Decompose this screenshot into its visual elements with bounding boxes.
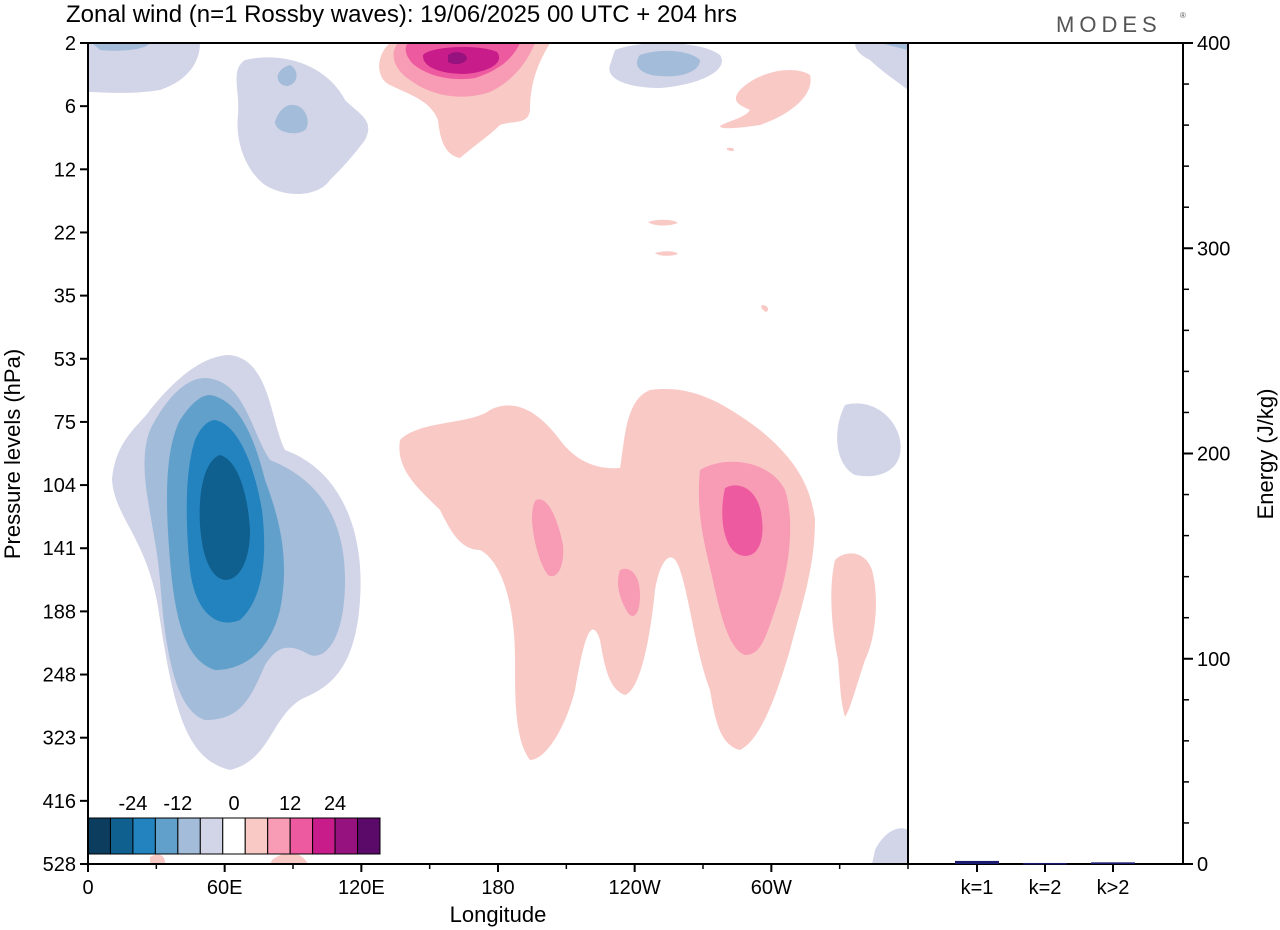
energy-tick-label: 100 — [1197, 649, 1230, 671]
contour-region — [92, 43, 150, 51]
colorbar-tick-label: -24 — [118, 793, 147, 815]
y-tick-label: 141 — [43, 538, 76, 560]
colorbar-swatch — [154, 817, 179, 855]
y-tick-label: 6 — [65, 96, 76, 118]
y-tick-label: 53 — [54, 349, 76, 371]
y-tick-label: 35 — [54, 286, 76, 308]
colorbar-swatch — [334, 817, 359, 855]
x-axis-label: Longitude — [450, 902, 547, 927]
colorbar-swatch — [357, 817, 381, 855]
y-tick-label: 528 — [43, 854, 76, 876]
contour-layer — [88, 43, 908, 864]
colorbar-swatch — [312, 817, 336, 855]
colorbar-swatch — [132, 817, 156, 855]
colorbar: -24 -12 0 12 24 — [87, 793, 381, 855]
contour-region — [722, 485, 763, 556]
colorbar-tick-label: -12 — [163, 793, 192, 815]
contour-region — [199, 455, 250, 580]
y-tick-label: 22 — [54, 222, 76, 244]
colorbar-swatch — [87, 817, 111, 855]
contour-region — [277, 65, 297, 86]
contour-region — [855, 43, 908, 90]
longitude-axis: 0 60E 120E 180 120W 60W — [82, 864, 909, 899]
x-tick-label: 60E — [207, 877, 243, 899]
contour-region — [270, 852, 308, 864]
y-tick-label: 416 — [43, 791, 76, 813]
colorbar-swatch — [289, 817, 314, 855]
y-tick-label: 248 — [43, 665, 76, 687]
brand-logo: MODES — [1056, 12, 1162, 37]
y-tick-label: 75 — [54, 412, 76, 434]
x-tick-label: 120W — [609, 877, 661, 899]
y-tick-label: 12 — [54, 159, 76, 181]
x-tick-label: 0 — [82, 877, 93, 899]
energy-tick-label: 0 — [1197, 854, 1208, 876]
colorbar-swatch — [199, 817, 224, 855]
contour-region — [831, 553, 876, 717]
colorbar-swatch — [222, 817, 246, 855]
energy-bars: k=1 k=2 k>2 — [955, 860, 1135, 899]
contour-region — [720, 70, 811, 129]
x-tick-label: 120E — [338, 877, 385, 899]
contour-region — [617, 568, 640, 616]
colorbar-swatch — [177, 817, 201, 855]
energy-category-label: k>2 — [1097, 877, 1130, 899]
colorbar-tick-label: 12 — [279, 793, 301, 815]
contour-region — [837, 403, 901, 477]
colorbar-swatch — [267, 817, 291, 855]
colorbar-swatch — [244, 817, 269, 855]
x-tick-label: 60W — [751, 877, 792, 899]
contour-region — [532, 499, 564, 577]
colorbar-tick-label: 0 — [228, 793, 239, 815]
x-tick-label: 180 — [481, 877, 514, 899]
contour-region — [726, 147, 735, 151]
contour-region — [448, 52, 467, 65]
energy-category-label: k=1 — [961, 877, 994, 899]
contour-region — [761, 305, 769, 312]
y-tick-label: 323 — [43, 728, 76, 750]
heatmap-panel: -24 -12 0 12 24 2 6 12 22 35 53 75 104 141 188 248 323 4… — [0, 33, 909, 927]
contour-region — [880, 43, 908, 50]
energy-bar — [955, 860, 999, 864]
energy-axis-label: Energy (J/kg) — [1253, 389, 1278, 520]
energy-tick-label: 300 — [1197, 238, 1230, 260]
contour-region — [655, 251, 678, 256]
brand-registered-mark: ® — [1180, 11, 1186, 20]
colorbar-swatch — [109, 817, 134, 855]
contour-region — [698, 461, 791, 655]
pressure-axis: 2 6 12 22 35 53 75 104 141 188 248 323 416 528 — [43, 33, 88, 876]
y-tick-label: 104 — [43, 475, 76, 497]
colorbar-tick-label: 24 — [324, 793, 346, 815]
energy-tick-label: 200 — [1197, 444, 1230, 466]
contour-region — [275, 104, 308, 134]
contour-region — [150, 854, 166, 864]
energy-category-label: k=2 — [1029, 877, 1062, 899]
contour-region — [636, 50, 700, 77]
y-tick-label: 2 — [65, 33, 76, 55]
contour-region — [88, 43, 200, 93]
energy-axis: 0 100 200 300 400 — [1183, 33, 1230, 876]
energy-tick-label: 400 — [1197, 33, 1230, 55]
y-axis-label: Pressure levels (hPa) — [0, 349, 25, 559]
energy-panel: 0 100 200 300 400 k=1 k=2 k>2 Energy (J/kg) — [907, 33, 1278, 899]
contour-region — [648, 219, 678, 226]
energy-frame — [907, 42, 1184, 865]
y-tick-label: 188 — [43, 601, 76, 623]
energy-bar — [1091, 862, 1135, 864]
chart-title: Zonal wind (n=1 Rossby waves): 19/06/202… — [66, 1, 737, 28]
energy-bar — [1023, 862, 1067, 865]
contour-region — [872, 828, 908, 864]
